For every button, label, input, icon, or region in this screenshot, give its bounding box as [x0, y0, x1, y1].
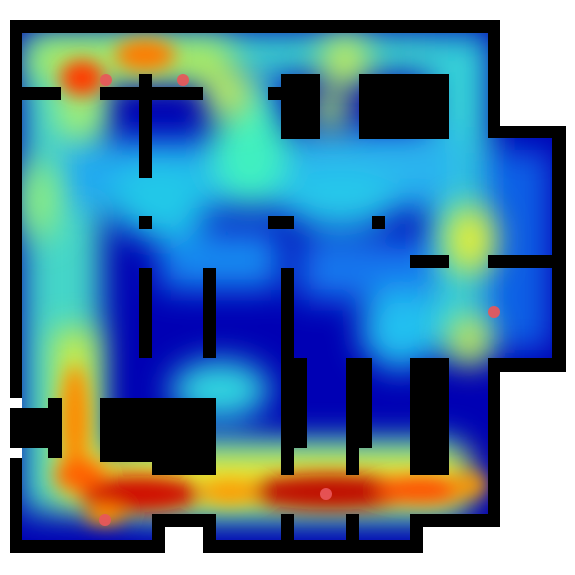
wall-lower-a-ext	[281, 448, 294, 475]
wall-vertical-b	[203, 268, 216, 358]
heat-blob-warm-9	[205, 70, 255, 120]
heat-blob-cool-7	[160, 230, 280, 290]
heat-blob-warm-7	[55, 80, 105, 140]
heat-blob-warm-8	[22, 160, 60, 240]
heat-blob-hot-7	[375, 476, 465, 504]
wall-right-stub-a	[410, 255, 449, 268]
wall-vertical-top	[139, 74, 152, 178]
wall-lower-a	[281, 358, 307, 448]
marker-dot-m1	[100, 74, 112, 86]
wall-bottom-stub-b	[346, 514, 359, 540]
wall-lower-b-ext	[346, 448, 359, 475]
heat-blob-warm-4	[320, 35, 370, 85]
heat-blob-cool-11	[210, 95, 290, 205]
wall-stub-a	[268, 87, 281, 100]
marker-dot-m2	[177, 74, 189, 86]
wall-top-left-stub	[22, 87, 61, 100]
block-lower-right	[410, 358, 449, 475]
marker-dot-m4	[320, 488, 332, 500]
heat-blob-hot-2	[60, 60, 104, 96]
pillar-2	[268, 216, 294, 229]
marker-dot-m5	[99, 514, 111, 526]
wall-right-stub-b	[488, 255, 552, 268]
heat-blob-cool-15	[280, 170, 400, 230]
block-lower-left	[100, 398, 216, 462]
heat-blob-hot-4	[80, 476, 200, 512]
marker-dot-m3	[488, 306, 500, 318]
pillar-3	[372, 216, 385, 229]
heat-layer-hot	[55, 39, 488, 525]
heat-blob-hot-3	[61, 365, 89, 475]
heat-blob-hot-5	[55, 459, 105, 491]
heat-blob-warm-5	[445, 205, 495, 275]
heat-blob-warm-6	[450, 315, 490, 365]
heat-blob-hot-9	[452, 473, 488, 497]
markers	[99, 74, 500, 526]
heat-blob-cool-13	[360, 290, 440, 370]
wall-bottom-stub-a	[281, 514, 294, 540]
heat-blob-hot-1	[115, 39, 175, 71]
heat-blob-cool-8	[300, 240, 440, 300]
wall-vertical-c	[281, 268, 294, 358]
heat-blob-cool-12	[110, 160, 210, 240]
wall-lower-b	[346, 358, 372, 448]
pillar-1	[139, 216, 152, 229]
block-lower-left-ext	[152, 462, 216, 475]
wall-vertical-a	[139, 268, 152, 358]
block-upper-right	[359, 74, 449, 139]
block-upper-center	[281, 74, 320, 139]
walls	[10, 20, 566, 553]
heat-blob-hot-8	[200, 480, 260, 504]
